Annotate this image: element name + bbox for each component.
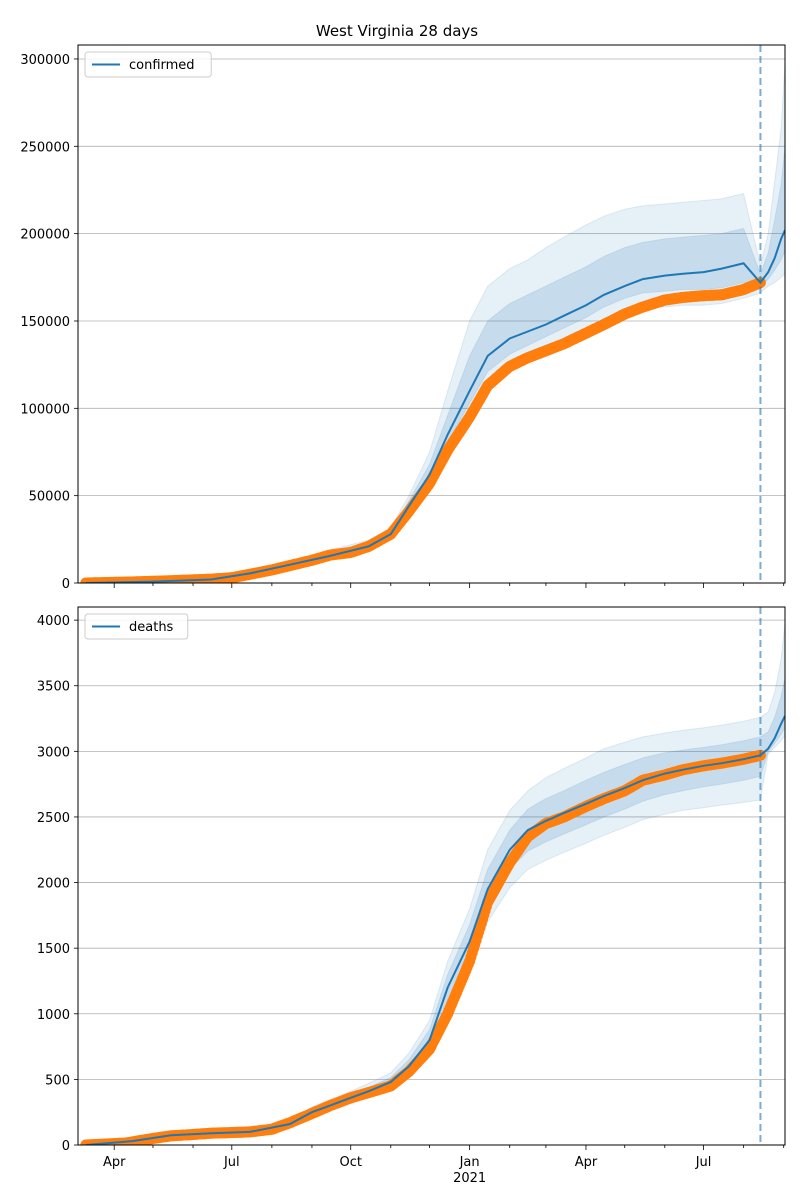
y-tick-label: 200000 xyxy=(20,228,70,243)
y-tick-label: 4000 xyxy=(37,614,70,629)
y-tick-label: 3000 xyxy=(37,745,70,760)
model-line xyxy=(85,715,785,1145)
x-tick-label: Jul xyxy=(695,1155,712,1170)
x-tick-label: Apr xyxy=(103,1155,126,1170)
plot-area xyxy=(80,62,785,583)
x-tick-year-label: 2021 xyxy=(453,1171,486,1186)
legend-label: deaths xyxy=(129,620,174,635)
x-tick-label: Jan xyxy=(459,1155,480,1170)
y-tick-label: 100000 xyxy=(20,402,70,417)
x-tick-label: Apr xyxy=(575,1155,598,1170)
legend-box xyxy=(84,51,212,78)
y-tick-label: 300000 xyxy=(20,53,70,68)
legend-label: confirmed xyxy=(129,58,195,73)
x-tick-label: Oct xyxy=(339,1155,361,1170)
y-tick-label: 500 xyxy=(45,1073,70,1088)
legend: deaths xyxy=(84,613,189,640)
y-tick-label: 2000 xyxy=(37,877,70,892)
plot-area xyxy=(80,622,785,1145)
legend: confirmed xyxy=(84,51,212,78)
y-tick-label: 0 xyxy=(62,577,70,592)
axes-frame xyxy=(77,44,786,584)
confirmed-panel: 0 50000 100000 150000 200000 250000 300000 conf… xyxy=(20,44,786,592)
y-tick-label: 1500 xyxy=(37,942,70,957)
y-tick-label: 1000 xyxy=(37,1008,70,1023)
legend-box xyxy=(84,613,189,640)
y-tick-label: 0 xyxy=(62,1139,70,1154)
deaths-panel: 0 500 1000 1500 2000 2500 3000 3500 4000 Apr Jul Oc… xyxy=(37,606,786,1186)
chart-title: West Virginia 28 days xyxy=(316,22,478,40)
y-tick-label: 2500 xyxy=(37,811,70,826)
x-tick-label: Jul xyxy=(223,1155,240,1170)
y-tick-label: 50000 xyxy=(29,490,70,505)
y-tick-label: 250000 xyxy=(20,140,70,155)
y-tick-label: 150000 xyxy=(20,315,70,330)
uncertainty-band-outer xyxy=(85,622,785,1145)
model-line xyxy=(85,229,785,583)
uncertainty-band-outer xyxy=(85,62,785,583)
observed-series xyxy=(80,277,766,583)
axes-frame xyxy=(77,606,786,1146)
y-tick-label: 3500 xyxy=(37,680,70,695)
